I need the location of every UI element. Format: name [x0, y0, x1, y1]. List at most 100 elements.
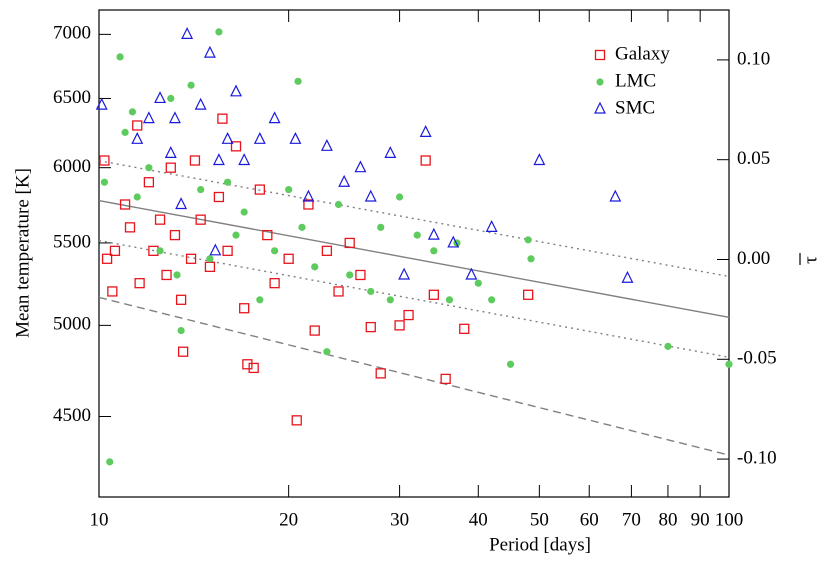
fit-line [98, 296, 730, 456]
x-tick-label: 100 [715, 509, 744, 530]
point [253, 131, 266, 144]
y2-tick-label: 0.10 [737, 48, 770, 69]
point [145, 164, 153, 172]
y2-tick-label: 0.05 [737, 148, 770, 169]
point [189, 155, 201, 166]
point [173, 271, 181, 279]
y-tick-label: 5500 [53, 231, 91, 252]
point [427, 227, 440, 240]
point [213, 191, 225, 203]
point [294, 77, 302, 85]
y2-tick-label: -0.05 [737, 348, 777, 369]
point [621, 270, 634, 283]
point [334, 200, 343, 209]
point [364, 189, 377, 202]
point [377, 223, 385, 231]
point [506, 360, 515, 368]
point [143, 177, 155, 188]
point [232, 231, 240, 239]
point [101, 253, 113, 264]
point [215, 28, 223, 36]
legend-label: Galaxy [615, 43, 670, 64]
point [445, 296, 454, 304]
point [164, 146, 177, 158]
point [107, 286, 118, 297]
y2-tick-label: 0.00 [737, 248, 770, 269]
x-tick-label: 60 [580, 509, 599, 530]
point [533, 153, 546, 166]
point [309, 325, 320, 336]
legend-marker [594, 101, 606, 114]
x-tick-label: 40 [469, 509, 488, 530]
point [320, 138, 333, 151]
x-axis-label: Period [days] [489, 534, 591, 555]
point [485, 220, 498, 232]
point [119, 199, 131, 210]
point [474, 279, 482, 287]
point [175, 294, 187, 305]
point [187, 81, 195, 89]
x-tick-label: 80 [658, 509, 677, 530]
x-tick-label: 10 [90, 509, 109, 530]
point [121, 128, 129, 136]
point [230, 141, 242, 152]
point [354, 160, 367, 173]
point [459, 323, 470, 334]
point [142, 111, 155, 124]
point [285, 185, 293, 194]
point [254, 184, 265, 195]
point [209, 243, 222, 256]
point [386, 296, 394, 304]
point [268, 111, 281, 124]
point [161, 269, 172, 281]
point [488, 296, 496, 304]
point [283, 253, 294, 264]
point [527, 255, 535, 263]
x-tick-label: 90 [691, 509, 710, 530]
point [323, 348, 331, 356]
legend-label: SMC [615, 97, 655, 118]
point [221, 131, 234, 144]
point [175, 197, 188, 210]
point [181, 27, 194, 39]
point [131, 131, 144, 144]
point [109, 245, 121, 256]
point [398, 267, 411, 280]
point [321, 245, 333, 256]
x-tick-label: 30 [390, 509, 409, 530]
point [168, 111, 181, 124]
point [133, 193, 141, 201]
point [194, 97, 207, 110]
fit-line [98, 199, 730, 319]
point [269, 278, 280, 289]
legend-marker [596, 78, 604, 86]
point [338, 174, 351, 187]
y-axis-label: Mean temperature [K] [12, 168, 33, 338]
point [333, 286, 344, 297]
point [223, 178, 232, 186]
point [169, 229, 181, 241]
point [128, 108, 137, 116]
plot-frame [98, 9, 730, 498]
point [419, 125, 432, 137]
point [384, 146, 397, 158]
y2-tick-label: -0.10 [737, 447, 777, 468]
y2-axis-label: τ [800, 256, 821, 264]
point [222, 245, 233, 256]
point [271, 247, 279, 255]
y-tick-label: 7000 [53, 23, 91, 44]
point [240, 208, 248, 216]
point [609, 189, 622, 202]
point [206, 255, 214, 263]
point [365, 321, 376, 333]
point [311, 263, 319, 271]
point [177, 326, 185, 335]
point [344, 237, 355, 249]
point [167, 94, 175, 103]
point [302, 189, 315, 202]
x-tick-label: 70 [622, 509, 641, 530]
point [124, 222, 136, 233]
point [355, 269, 366, 281]
point [204, 261, 216, 273]
point [195, 214, 206, 225]
